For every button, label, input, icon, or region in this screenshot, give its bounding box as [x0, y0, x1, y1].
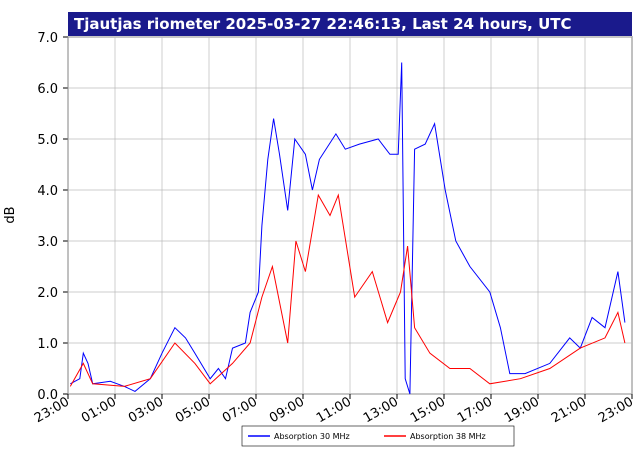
title-banner — [68, 12, 632, 36]
x-tick-label: 05:00 — [173, 394, 213, 426]
x-tick-label: 11:00 — [314, 394, 354, 426]
x-tick-label: 07:00 — [220, 394, 260, 426]
series-line — [69, 193, 626, 387]
chart-title: Tjautjas riometer 2025-03-27 22:46:13, L… — [74, 15, 572, 33]
legend-label: Absorption 38 MHz — [410, 432, 486, 441]
series-line — [70, 62, 626, 395]
x-tick-label: 19:00 — [502, 394, 542, 426]
y-tick-label: 2.0 — [37, 286, 58, 301]
x-tick-label: 15:00 — [408, 394, 448, 426]
y-tick-label: 1.0 — [37, 337, 58, 352]
x-tick-label: 23:00 — [596, 394, 636, 426]
y-axis-label: dB — [3, 206, 18, 223]
y-tick-label: 0.0 — [37, 388, 58, 403]
y-tick-label: 5.0 — [37, 133, 58, 148]
y-tick-label: 7.0 — [37, 31, 58, 46]
legend-label: Absorption 30 MHz — [274, 432, 350, 441]
x-tick-label: 13:00 — [361, 394, 401, 426]
y-tick-label: 3.0 — [37, 235, 58, 250]
x-tick-label: 01:00 — [79, 394, 119, 426]
x-tick-label: 03:00 — [126, 394, 166, 426]
legend — [241, 425, 515, 447]
y-tick-label: 4.0 — [37, 184, 58, 199]
x-tick-label: 17:00 — [455, 394, 495, 426]
x-tick-label: 09:00 — [267, 394, 307, 426]
x-tick-label: 21:00 — [549, 394, 589, 426]
y-tick-label: 6.0 — [37, 82, 58, 97]
